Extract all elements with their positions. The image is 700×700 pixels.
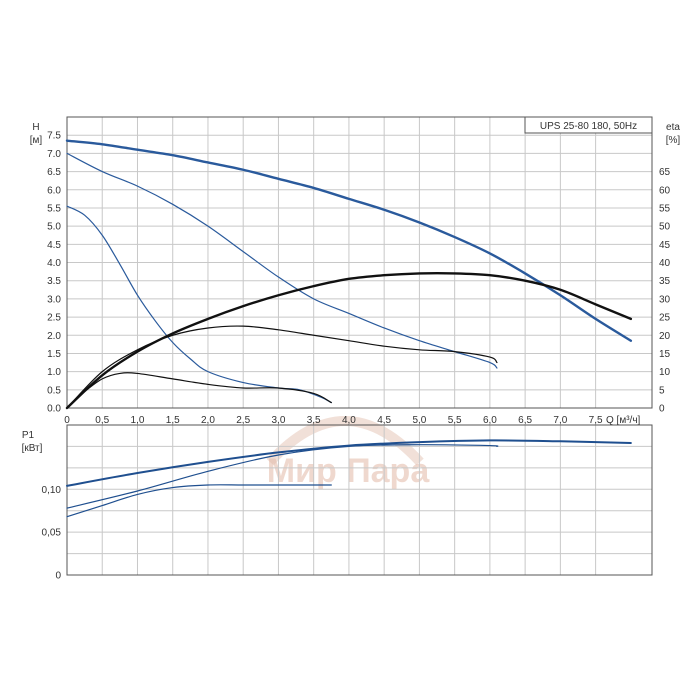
x-tick-label: 5,5 bbox=[448, 415, 462, 426]
head-curve-2 bbox=[66, 152, 498, 369]
efficiency-curve-3 bbox=[66, 372, 332, 409]
eta-tick-label: 45 bbox=[659, 240, 671, 251]
efficiency-curves bbox=[65, 271, 633, 410]
x-tick-label: 5,0 bbox=[412, 415, 426, 426]
eta-tick-label: 40 bbox=[659, 258, 671, 269]
x-tick-label: 2,0 bbox=[201, 415, 215, 426]
eta-tick-label: 55 bbox=[659, 203, 671, 214]
head-curve-1 bbox=[65, 139, 633, 342]
x-tick-label: 2,5 bbox=[236, 415, 250, 426]
eta-tick-label: 30 bbox=[659, 294, 671, 305]
eta-tick-label: 35 bbox=[659, 276, 671, 287]
x-tick-label: 3,0 bbox=[271, 415, 285, 426]
head-tick-label: 5.5 bbox=[47, 203, 61, 214]
head-tick-label: 4.5 bbox=[47, 240, 61, 251]
power-curve-2 bbox=[66, 444, 499, 509]
head-panel-frame bbox=[66, 116, 653, 409]
eta-axis-unit: [%] bbox=[666, 135, 681, 146]
x-tick-label: 0 bbox=[64, 415, 70, 426]
eta-axis-label: eta bbox=[666, 122, 680, 133]
efficiency-curve-2 bbox=[66, 325, 498, 409]
x-tick-label: 4,0 bbox=[342, 415, 356, 426]
head-tick-label: 3.5 bbox=[47, 276, 61, 287]
eta-tick-label: 5 bbox=[659, 385, 665, 396]
head-tick-label: 4.0 bbox=[47, 258, 61, 269]
power-tick-label: 0,10 bbox=[42, 485, 62, 496]
head-tick-label: 6.0 bbox=[47, 185, 61, 196]
head-curves bbox=[65, 139, 633, 404]
x-tick-label: 1,5 bbox=[166, 415, 180, 426]
x-tick-label: 6,0 bbox=[483, 415, 497, 426]
x-tick-label: 7,5 bbox=[589, 415, 603, 426]
head-tick-label: 2.0 bbox=[47, 331, 61, 342]
x-tick-label: 4,5 bbox=[377, 415, 391, 426]
head-tick-label: 1.0 bbox=[47, 367, 61, 378]
x-tick-label: 6,5 bbox=[518, 415, 532, 426]
head-tick-label: 7.5 bbox=[47, 131, 61, 142]
head-tick-label: 1.5 bbox=[47, 349, 61, 360]
power-tick-label: 0,05 bbox=[42, 528, 62, 539]
power-panel-grid bbox=[66, 424, 652, 576]
head-tick-label: 0.0 bbox=[47, 404, 61, 415]
head-tick-label: 6.5 bbox=[47, 167, 61, 178]
power-panel-frame bbox=[66, 424, 653, 576]
eta-tick-label: 50 bbox=[659, 222, 671, 233]
power-tick-label: 0 bbox=[55, 571, 61, 582]
x-axis-ticks: 0 0,5 1,0 1,5 2,0 2,5 3,0 3,5 4,0 4,5 5,0 5,5 6,0 6,5… bbox=[64, 415, 603, 426]
eta-tick-label: 10 bbox=[659, 367, 671, 378]
head-axis-unit: [м] bbox=[30, 135, 43, 146]
power-axis-unit: [кВт] bbox=[22, 443, 43, 454]
eta-tick-label: 65 bbox=[659, 167, 671, 178]
head-axis-label: H bbox=[32, 122, 39, 133]
chart-title-box bbox=[524, 116, 653, 134]
eta-tick-label: 20 bbox=[659, 331, 671, 342]
head-panel-border bbox=[66, 116, 653, 409]
chart-title: UPS 25-80 180, 50Hz bbox=[540, 121, 637, 132]
head-tick-label: 0.5 bbox=[47, 385, 61, 396]
x-tick-label: 3,5 bbox=[307, 415, 321, 426]
head-panel-grid bbox=[66, 116, 652, 409]
eta-axis-ticks: 0 5 10 15 20 25 30 35 40 45 50 55 60 65 bbox=[659, 167, 671, 414]
power-panel-border bbox=[66, 424, 653, 576]
x-tick-label: 7,0 bbox=[553, 415, 567, 426]
head-tick-label: 2.5 bbox=[47, 313, 61, 324]
power-axis-label: P1 bbox=[22, 430, 35, 441]
power-curves bbox=[66, 439, 632, 518]
eta-tick-label: 25 bbox=[659, 313, 671, 324]
head-tick-label: 5.0 bbox=[47, 222, 61, 233]
x-tick-label: 1,0 bbox=[131, 415, 145, 426]
eta-tick-label: 60 bbox=[659, 185, 671, 196]
power-axis-ticks: 0 0,05 0,10 bbox=[42, 485, 62, 582]
head-curve-3 bbox=[66, 205, 332, 404]
x-tick-label: 0,5 bbox=[95, 415, 109, 426]
eta-tick-label: 0 bbox=[659, 404, 665, 415]
x-axis-label: Q [м³/ч] bbox=[606, 415, 641, 426]
head-tick-label: 7.0 bbox=[47, 149, 61, 160]
head-tick-label: 3.0 bbox=[47, 294, 61, 305]
eta-tick-label: 15 bbox=[659, 349, 671, 360]
power-curve-3 bbox=[66, 484, 332, 518]
head-axis-ticks: 0.0 0.5 1.0 1.5 2.0 2.5 3.0 3.5 4.0 4.5 5.0 5.5 6.0 6… bbox=[47, 131, 61, 415]
power-curve-1 bbox=[66, 439, 632, 487]
